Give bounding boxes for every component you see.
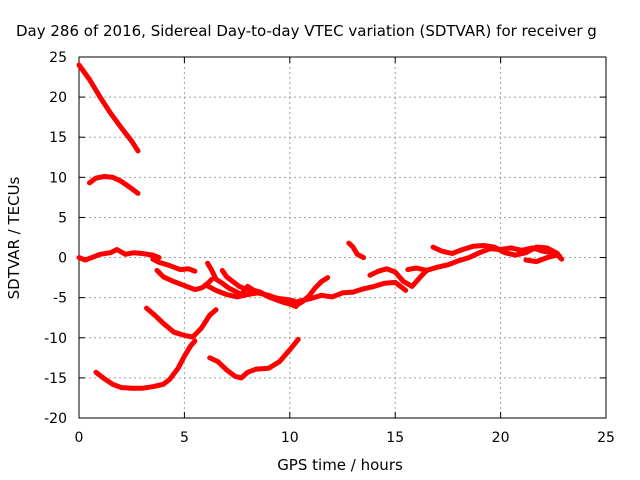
y-tick-label: 0	[58, 251, 67, 267]
x-tick-label: 15	[386, 430, 404, 446]
series-line-12	[430, 243, 560, 258]
grid	[79, 57, 606, 418]
y-tick-label: 15	[49, 130, 67, 146]
y-tick-label: -10	[44, 331, 67, 347]
series-line-16	[207, 336, 301, 381]
y-tick-label: -5	[53, 291, 67, 307]
plot-frame	[78, 56, 607, 419]
x-tick-label: 5	[180, 430, 189, 446]
series-line-8	[293, 275, 331, 309]
y-tick-label: 25	[49, 50, 67, 66]
y-tick-label: -15	[44, 371, 67, 387]
series-line-3	[150, 256, 198, 274]
x-tick-label: 10	[281, 430, 299, 446]
axis-ticks: 0 5 10 15 20 25 -20 -15 -10 -5 0 5 10 15 20 25	[44, 50, 615, 446]
series-line-10	[367, 266, 430, 289]
y-tick-label: 20	[49, 90, 67, 106]
y-tick-label: -20	[44, 411, 67, 427]
series-line-9	[346, 240, 367, 261]
data-series	[76, 62, 565, 391]
series-line-0	[76, 62, 141, 154]
y-tick-label: 5	[58, 210, 67, 226]
x-tick-label: 25	[597, 430, 615, 446]
x-axis-label: GPS time / hours	[277, 456, 403, 474]
series-line-14	[144, 305, 219, 340]
series-line-2	[76, 247, 162, 263]
chart-title: Day 286 of 2016, Sidereal Day-to-day VTE…	[16, 22, 597, 40]
x-tick-label: 20	[492, 430, 510, 446]
series-line-13	[523, 252, 565, 265]
x-tick-label: 0	[75, 430, 84, 446]
y-tick-label: 10	[49, 170, 67, 186]
y-axis-label: SDTVAR / TECUs	[5, 176, 23, 299]
series-line-15	[93, 338, 198, 391]
series-line-1	[87, 174, 141, 196]
